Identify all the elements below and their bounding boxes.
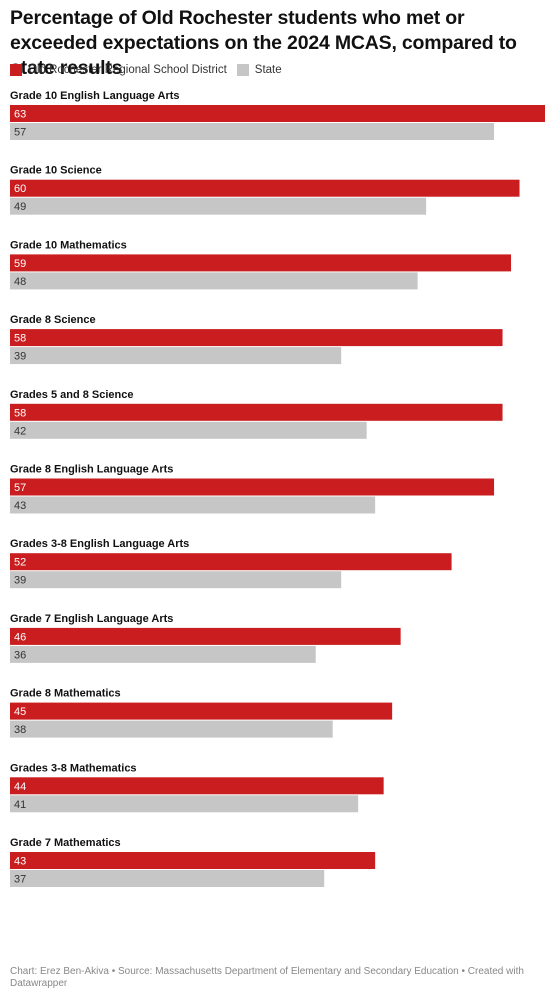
category-label: Grades 3-8 English Language Arts [10,538,189,550]
district-value-label: 46 [14,631,26,643]
state-bar [10,197,427,215]
state-bar [10,870,325,887]
chart-footer: Chart: Erez Ben-Akiva • Source: Massachu… [10,966,524,989]
state-bar [10,123,495,140]
district-value-label: 43 [14,856,26,868]
district-bar [10,553,452,571]
category-label: Grade 7 Mathematics [10,837,121,849]
district-value-label: 57 [14,482,26,494]
district-bar [10,777,384,795]
state-value-label: 38 [14,724,26,736]
state-value-label: 37 [14,874,26,886]
legend-label-state: State [254,64,282,76]
district-value-label: 60 [14,183,26,195]
category-label: Grade 10 Mathematics [10,239,127,251]
category-label: Grade 7 English Language Arts [10,613,173,625]
district-value-label: 58 [14,407,26,419]
district-bar [10,852,376,869]
district-value-label: 63 [14,109,26,121]
state-value-label: 48 [14,276,26,288]
legend-swatch-district [10,64,22,76]
district-value-label: 44 [14,781,26,793]
district-bar [10,478,495,496]
category-label: Grades 5 and 8 Science [10,389,134,401]
state-value-label: 39 [14,351,26,363]
legend-item-district: Old Rochester Regional School District [10,64,227,76]
district-value-label: 52 [14,557,26,569]
district-bar [10,627,401,645]
state-value-label: 41 [14,799,26,811]
state-bar [10,347,342,365]
district-value-label: 58 [14,333,26,345]
state-bar [10,571,342,589]
state-bar [10,421,367,439]
state-value-label: 57 [14,127,26,139]
category-label: Grade 10 English Language Arts [10,90,180,102]
district-value-label: 45 [14,706,26,718]
state-bar [10,645,316,663]
legend-item-state: State [236,64,282,76]
state-bar [10,795,359,813]
state-bar [10,272,418,290]
district-value-label: 59 [14,258,26,270]
category-label: Grades 3-8 Mathematics [10,762,137,774]
district-bar [10,403,503,421]
state-bar [10,496,376,514]
legend-swatch-state [236,64,249,76]
state-value-label: 43 [14,500,26,512]
state-value-label: 39 [14,575,26,587]
legend: Old Rochester Regional School District S… [10,62,292,78]
state-value-label: 49 [14,201,26,213]
district-bar [10,254,512,272]
category-label: Grade 8 Mathematics [10,688,121,700]
category-label: Grade 10 Science [10,165,102,177]
chart-title: Percentage of Old Rochester students who… [10,7,517,79]
category-label: Grade 8 Science [10,314,96,326]
category-label: Grade 8 English Language Arts [10,464,173,476]
legend-label-district: Old Rochester Regional School District [28,64,227,76]
district-bar [10,702,393,720]
state-value-label: 36 [14,649,26,661]
state-bar [10,720,333,738]
state-value-label: 42 [14,425,26,437]
district-bar [10,105,545,122]
district-bar [10,179,520,197]
district-bar [10,329,503,347]
